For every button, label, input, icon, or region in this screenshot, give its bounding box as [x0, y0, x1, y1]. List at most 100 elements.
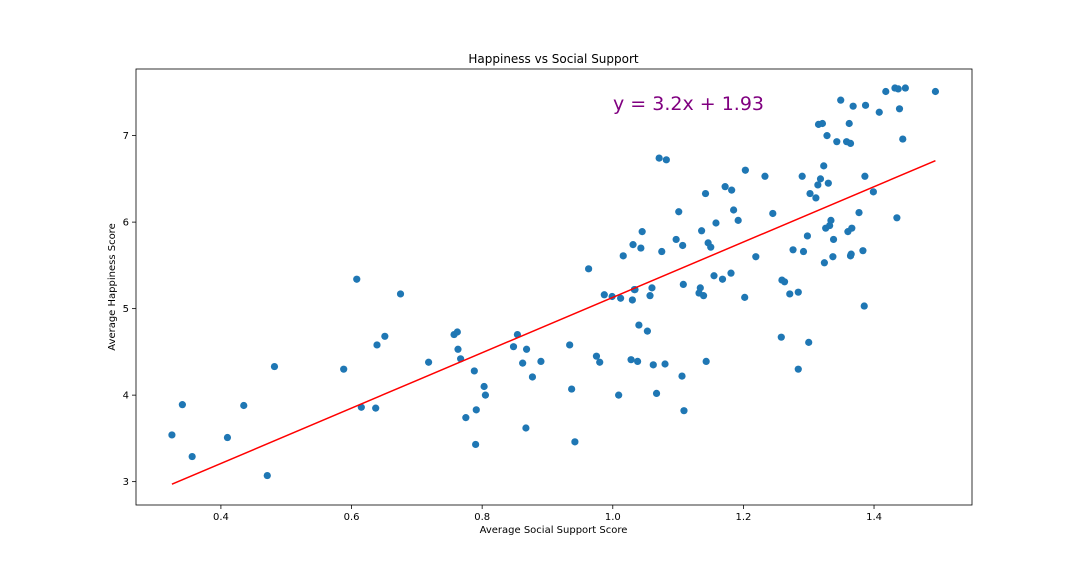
chart-title: Happiness vs Social Support: [468, 52, 639, 66]
data-point: [875, 108, 883, 116]
data-point: [837, 96, 845, 104]
data-point: [396, 290, 405, 298]
data-point: [627, 356, 635, 364]
data-point: [702, 357, 710, 365]
data-point: [568, 385, 576, 393]
data-point: [833, 138, 841, 146]
data-points: [168, 84, 940, 480]
data-point: [353, 275, 361, 283]
data-point: [425, 358, 433, 366]
data-point: [727, 269, 735, 277]
data-point: [847, 250, 855, 258]
data-point: [585, 265, 593, 273]
data-point: [679, 241, 687, 250]
data-point: [462, 414, 470, 422]
data-point: [869, 188, 877, 196]
data-point: [678, 372, 686, 380]
data-point: [846, 139, 855, 147]
data-point: [661, 360, 669, 368]
data-point: [652, 389, 661, 398]
data-point: [752, 253, 760, 261]
data-point: [894, 85, 902, 93]
data-point: [794, 288, 802, 296]
data-point: [812, 194, 820, 202]
data-point: [373, 341, 381, 349]
data-point: [789, 246, 797, 254]
data-point: [270, 362, 279, 371]
y-tick-label: 4: [123, 391, 129, 402]
data-point: [522, 424, 530, 432]
data-point: [769, 209, 777, 218]
plot-frame: [135, 68, 973, 506]
x-tick-label: 1.2: [735, 512, 751, 523]
data-point: [741, 166, 749, 174]
data-point: [178, 401, 186, 409]
data-point: [823, 132, 831, 140]
data-point: [635, 321, 643, 329]
data-point: [615, 391, 623, 399]
data-point: [710, 272, 718, 280]
data-point: [701, 189, 710, 198]
data-point: [777, 333, 785, 341]
x-tick-label: 0.8: [474, 512, 490, 523]
data-point: [814, 181, 822, 189]
x-tick-label: 1.4: [866, 512, 882, 523]
data-point: [481, 391, 490, 399]
data-point: [829, 235, 838, 244]
y-tick-label: 6: [123, 218, 129, 229]
data-point: [381, 332, 389, 340]
data-point: [741, 293, 749, 301]
data-point: [472, 440, 480, 449]
data-point: [816, 175, 825, 183]
data-point: [470, 367, 478, 375]
y-tick-label: 3: [123, 477, 129, 488]
data-point: [600, 291, 608, 299]
data-point: [522, 345, 531, 353]
data-point: [829, 253, 837, 261]
data-point: [798, 172, 806, 180]
data-point: [509, 343, 518, 351]
x-tick-label: 0.6: [344, 512, 360, 523]
data-point: [571, 438, 579, 446]
data-point: [655, 154, 663, 162]
data-point: [861, 101, 870, 109]
data-point: [528, 373, 537, 381]
y-tick-label: 7: [123, 131, 129, 142]
data-point: [188, 452, 196, 461]
data-point: [860, 302, 868, 310]
data-point: [931, 87, 940, 96]
data-point: [799, 247, 808, 256]
data-point: [519, 359, 527, 367]
data-point: [820, 162, 828, 170]
data-point: [859, 247, 867, 255]
data-point: [780, 278, 789, 286]
data-point: [662, 156, 670, 164]
data-point: [637, 244, 645, 252]
data-point: [899, 135, 907, 143]
x-tick-label: 0.4: [213, 512, 229, 523]
data-point: [372, 404, 380, 412]
data-point: [730, 206, 738, 214]
data-point: [340, 365, 348, 373]
data-point: [240, 401, 248, 410]
data-point: [718, 275, 727, 283]
data-point: [168, 431, 176, 439]
data-point: [855, 209, 863, 217]
data-point: [820, 259, 828, 267]
data-point: [895, 105, 904, 113]
data-point: [675, 208, 683, 216]
data-point: [806, 189, 814, 198]
data-point: [592, 352, 601, 360]
data-point: [658, 247, 666, 256]
data-point: [617, 294, 625, 302]
data-point: [679, 280, 687, 289]
data-point: [901, 84, 909, 92]
x-tick-label: 1.0: [605, 512, 621, 523]
data-point: [824, 179, 832, 187]
data-point: [734, 216, 742, 224]
data-point: [566, 341, 574, 349]
data-point: [263, 471, 271, 480]
data-point: [849, 102, 857, 110]
data-point: [803, 232, 812, 240]
